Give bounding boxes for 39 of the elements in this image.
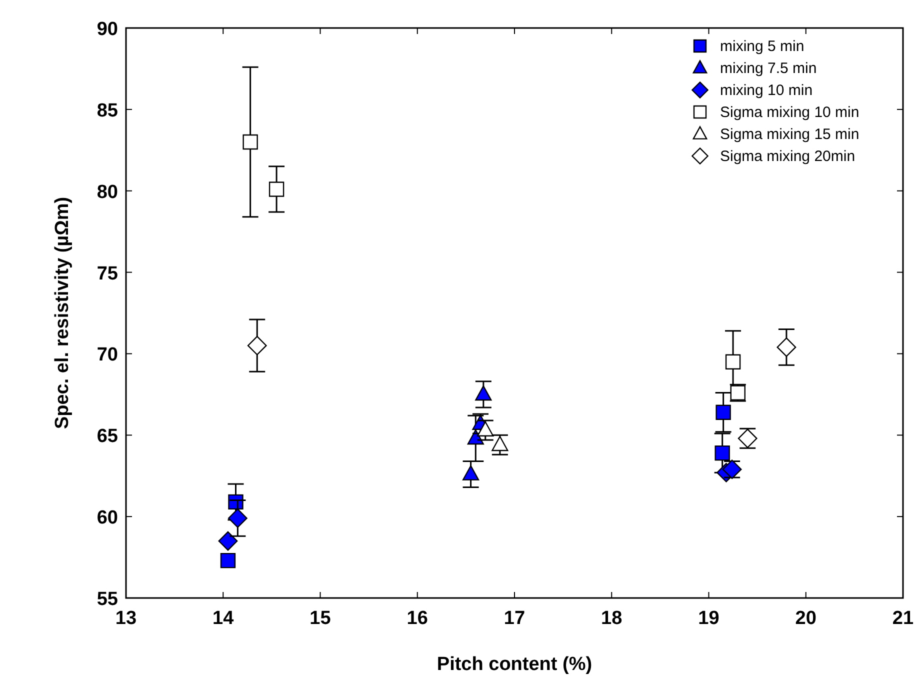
y-tick-label: 70 xyxy=(96,344,118,366)
x-tick-label: 16 xyxy=(406,608,428,629)
point xyxy=(220,552,236,568)
y-tick-label: 85 xyxy=(96,100,118,122)
y-axis-title: Spec. el. resistivity (µΩm) xyxy=(52,196,73,430)
y-tick-label: 60 xyxy=(96,508,118,529)
y-tick-label: 65 xyxy=(96,426,118,448)
legend-label: mixing 7.5 min xyxy=(720,60,817,77)
point xyxy=(268,182,284,197)
y-tick-label: 75 xyxy=(96,263,118,284)
point xyxy=(716,404,731,420)
point xyxy=(247,336,267,356)
x-tick-label: 20 xyxy=(795,608,816,629)
legend-label: mixing 5 min xyxy=(720,38,804,55)
legend-label: Sigma mixing 15 min xyxy=(720,126,860,143)
x-tick-label: 14 xyxy=(212,608,234,629)
x-tick-label: 15 xyxy=(310,608,332,629)
y-tick-label: 55 xyxy=(96,589,118,610)
point xyxy=(725,354,741,370)
point xyxy=(492,436,508,452)
legend-label: Sigma mixing 20min xyxy=(720,148,856,165)
point xyxy=(228,508,248,528)
point xyxy=(475,385,492,401)
y-tick-label: 90 xyxy=(96,19,118,40)
point xyxy=(242,134,258,150)
legend-label: Sigma mixing 10 min xyxy=(720,104,860,121)
point xyxy=(477,421,494,436)
x-tick-label: 21 xyxy=(892,608,914,629)
x-tick-label: 19 xyxy=(698,608,720,629)
x-axis-title: Pitch content (%) xyxy=(436,654,592,675)
point xyxy=(714,445,730,461)
point xyxy=(218,531,238,551)
x-tick-label: 17 xyxy=(504,608,526,629)
x-tick-label: 18 xyxy=(601,608,622,629)
y-tick-label: 80 xyxy=(96,182,118,203)
point xyxy=(776,338,796,357)
point xyxy=(462,465,480,480)
legend-label: mixing 10 min xyxy=(720,82,813,99)
x-tick-label: 13 xyxy=(115,608,137,629)
